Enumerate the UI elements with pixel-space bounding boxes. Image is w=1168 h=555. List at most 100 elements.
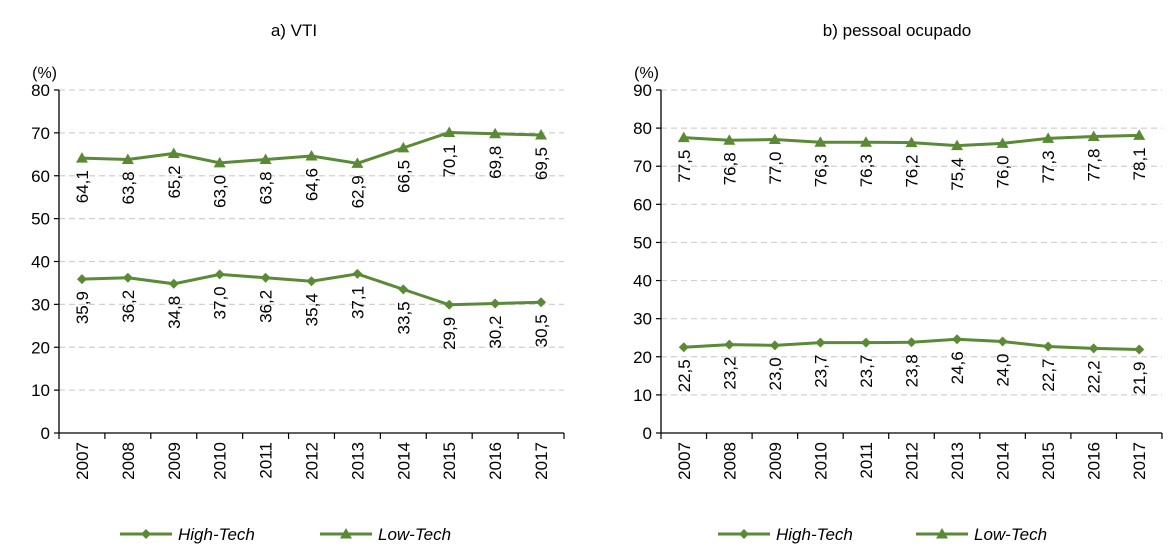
data-label: 23,0 [766,357,785,390]
data-point-triangle [996,137,1009,148]
data-label: 69,5 [532,147,551,180]
x-tick-label: 2007 [73,442,92,480]
data-point-diamond [860,337,871,348]
data-point-triangle [489,127,502,139]
legend-label: High-Tech [776,525,853,544]
legend-label: Low-Tech [378,525,451,544]
x-tick-label: 2013 [348,442,367,480]
y-tick-label: 70 [31,124,50,143]
data-label: 77,0 [766,152,785,185]
chart-pessoal-ocupado: b) pessoal ocupado (%) 0 10 20 30 40 50 60 70 80 90… [633,21,1163,544]
data-point-diamond [1043,341,1054,352]
y-tick-label: 80 [31,81,50,100]
data-label: 76,2 [903,155,922,188]
x-tick-label: 2008 [119,442,138,480]
data-point-triangle [397,141,410,153]
data-point-diamond [1088,343,1099,354]
y-tick-label: 30 [31,295,50,314]
y-axis-label: (%) [634,65,659,82]
data-label: 23,7 [811,355,830,388]
data-point-triangle [814,136,827,147]
data-label: 35,4 [303,293,322,326]
data-point-triangle [1042,132,1055,143]
data-point-triangle [75,152,88,163]
data-point-triangle [167,147,180,158]
data-point-diamond [168,278,179,289]
data-label: 77,8 [1085,148,1104,181]
data-label: 77,3 [1039,150,1058,183]
data-label: 33,5 [394,301,413,334]
data-label: 23,2 [720,357,739,390]
data-label: 37,1 [348,286,367,319]
series-high-tech: 35,9 36,2 34,8 37,0 36,2 35,4 37,1 33,5 29,9 30,2… [73,268,551,350]
x-tick-label: 2009 [766,442,785,480]
data-point-diamond [724,339,735,350]
data-label: 77,5 [675,150,694,183]
data-point-triangle [535,129,548,140]
x-tick-label: 2008 [720,442,739,480]
data-label: 29,9 [440,317,459,350]
x-tick-label: 2011 [257,442,276,479]
legend-marker-diamond [141,529,151,539]
data-point-triangle [768,133,781,145]
x-tick-label: 2010 [211,442,230,480]
data-label: 22,2 [1085,360,1104,393]
data-point-diamond [536,297,547,308]
x-tick-label: 2015 [440,442,459,480]
y-tick-label: 90 [633,81,652,100]
x-tick-label: 2014 [994,442,1013,480]
y-tick-label: 40 [633,272,652,291]
y-tick-label: 10 [633,386,652,405]
x-tick-label: 2016 [1085,442,1104,480]
data-point-diamond [444,299,455,310]
y-tick-label: 50 [31,210,50,229]
x-tick-label: 2007 [675,442,694,480]
data-label: 70,1 [440,144,459,177]
data-point-triangle [443,126,456,137]
data-point-diamond [997,336,1008,347]
legend-marker-triangle [936,528,948,539]
data-label: 63,8 [257,171,276,204]
data-label: 24,6 [948,351,967,384]
y-tick-label: 60 [31,167,50,186]
data-point-triangle [1087,130,1100,141]
data-point-triangle [213,156,226,168]
data-point-triangle [723,134,736,145]
y-axis-label: (%) [32,65,57,82]
data-label: 76,0 [994,155,1013,188]
y-tick-label: 80 [633,119,652,138]
data-point-triangle [1133,129,1146,140]
data-label: 23,7 [857,355,876,388]
legend-marker-diamond [739,529,749,539]
data-label: 76,3 [857,154,876,187]
x-tick-label: 2016 [486,442,505,480]
data-label: 64,6 [303,168,322,201]
y-tick-label: 20 [633,348,652,367]
data-point-diamond [214,269,225,280]
series-high-tech: 22,5 23,2 23,0 23,7 23,7 23,8 24,6 24,0 22,7 22,2… [675,334,1149,395]
data-point-diamond [306,276,317,287]
x-tick-label: 2015 [1039,442,1058,480]
data-point-diamond [952,334,963,345]
data-label: 76,8 [720,152,739,185]
data-point-diamond [76,274,87,285]
data-label: 36,2 [257,290,276,323]
data-point-triangle [951,139,964,151]
data-label: 34,8 [165,296,184,329]
data-point-diamond [122,272,133,283]
data-point-triangle [121,153,134,164]
data-label: 30,2 [486,316,505,349]
data-point-triangle [905,136,918,148]
series-low-tech: 64,1 63,8 65,2 63,0 63,8 64,6 62,9 66,5 70,1 69,8… [73,126,551,208]
data-label: 76,3 [811,154,830,187]
y-tick-label: 60 [633,195,652,214]
data-label: 62,9 [348,175,367,208]
data-label: 63,8 [119,171,138,204]
data-label: 65,2 [165,165,184,198]
data-label: 24,0 [994,354,1013,387]
data-point-triangle [259,153,272,164]
chart-vti: a) VTI (%) 0 10 20 30 40 50 60 70 80 2007 2008 2009 20… [31,21,565,544]
legend-label: Low-Tech [974,525,1047,544]
